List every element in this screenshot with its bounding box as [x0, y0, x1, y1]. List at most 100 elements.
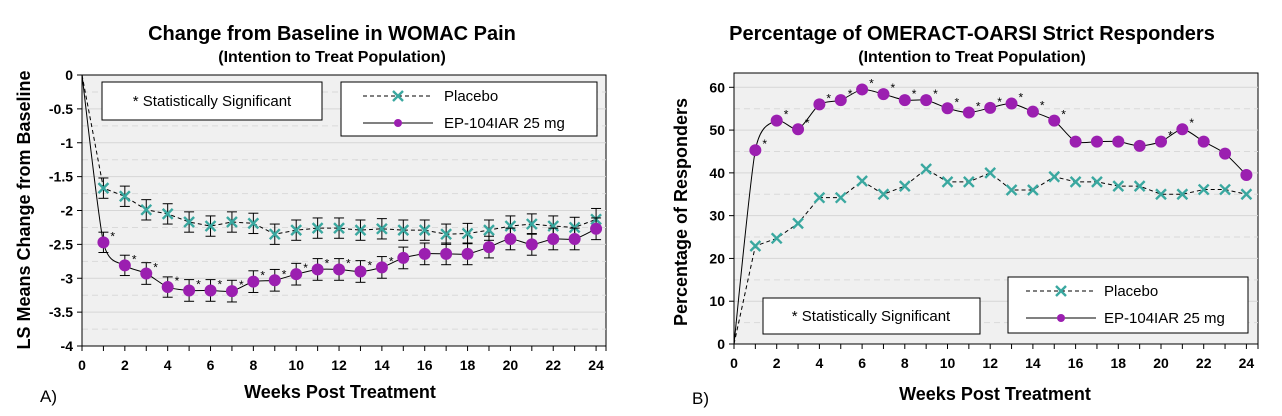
circle-marker-icon — [394, 119, 402, 127]
data-point-treatment — [920, 94, 933, 107]
data-point-placebo — [440, 228, 452, 241]
data-point-treatment — [898, 94, 911, 107]
significance-star: * — [912, 87, 917, 101]
significance-star: * — [933, 87, 938, 101]
data-point-treatment — [1155, 135, 1167, 148]
significance-star: * — [976, 100, 981, 114]
data-point-treatment — [1219, 147, 1232, 160]
x-tick-label: 6 — [207, 357, 215, 373]
data-point-placebo — [1197, 183, 1210, 196]
data-point-treatment — [118, 259, 131, 272]
series-treatment: * * * * * * * * * * * * * * — [81, 74, 603, 303]
x-tick-label: 4 — [816, 355, 824, 371]
data-point-treatment — [97, 236, 110, 249]
x-axis: 0 2 4 6 8 10 12 14 16 18 20 22 24 — [78, 345, 607, 373]
x-tick-label: 10 — [288, 357, 304, 373]
y-tick-label: 20 — [709, 250, 725, 266]
significance-star: * — [1168, 129, 1173, 143]
data-point-placebo — [204, 220, 217, 232]
data-point-placebo — [770, 232, 783, 245]
data-point-placebo — [1005, 184, 1018, 196]
x-axis-label: Weeks Post Treatment — [244, 382, 436, 402]
data-point-treatment — [941, 102, 954, 115]
data-point-treatment — [204, 284, 217, 297]
data-point-placebo — [834, 191, 847, 204]
data-point-placebo — [183, 216, 195, 228]
data-point-treatment — [440, 247, 453, 260]
panel-label: A) — [40, 387, 57, 406]
data-point-placebo — [568, 221, 581, 234]
y-tick-label: 10 — [709, 293, 725, 309]
significance-star: * — [762, 137, 767, 151]
significance-star: * — [346, 256, 351, 270]
series-placebo — [733, 163, 1253, 345]
x-tick-label: 22 — [545, 357, 561, 373]
significance-star: * — [282, 267, 287, 281]
data-point-placebo — [140, 203, 153, 216]
y-tick-label: -2 — [61, 203, 74, 219]
data-point-treatment — [792, 123, 805, 136]
significance-star: * — [196, 277, 201, 291]
data-point-treatment — [1197, 135, 1210, 148]
data-point-treatment — [504, 232, 517, 245]
series-placebo — [81, 74, 602, 245]
x-tick-label: 2 — [121, 357, 129, 373]
x-tick-label: 24 — [588, 357, 604, 373]
data-point-treatment — [461, 247, 474, 260]
data-point-treatment — [962, 106, 975, 119]
data-point-treatment — [397, 251, 410, 264]
data-point-treatment — [770, 114, 783, 127]
y-tick-label: 0 — [717, 336, 725, 352]
chart-subtitle: (Intention to Treat Population) — [858, 49, 1086, 66]
data-point-treatment — [333, 263, 346, 276]
x-tick-label: 2 — [773, 355, 781, 371]
y-tick-label: -4 — [61, 338, 74, 354]
x-tick-label: 8 — [249, 357, 257, 373]
significance-star: * — [260, 269, 265, 283]
significance-star: * — [1040, 99, 1045, 113]
x-tick-label: 6 — [858, 355, 866, 371]
significance-star: * — [325, 256, 330, 270]
significance-star: * — [367, 258, 372, 272]
data-point-placebo — [920, 163, 932, 175]
data-point-treatment — [1133, 139, 1146, 152]
data-point-treatment — [290, 268, 303, 281]
data-point-treatment — [1090, 135, 1103, 148]
data-point-placebo — [1027, 184, 1039, 196]
data-point-placebo — [311, 222, 324, 234]
data-point-treatment — [984, 101, 997, 114]
data-point-placebo — [226, 216, 238, 228]
data-point-placebo — [941, 176, 954, 188]
data-point-placebo — [792, 217, 804, 230]
data-point-placebo — [247, 217, 260, 230]
y-axis-label: Percentage of Responders — [671, 98, 691, 326]
significance-star: * — [997, 95, 1002, 109]
data-point-treatment — [1069, 135, 1082, 148]
significance-star: * — [153, 261, 158, 275]
x-tick-label: 18 — [460, 357, 476, 373]
y-tick-label: 50 — [709, 122, 725, 138]
data-point-placebo — [1240, 188, 1253, 201]
series-layer: * * * * * * * * * * * * * * * * * — [733, 76, 1253, 345]
data-point-placebo — [1133, 180, 1146, 192]
y-tick-label: -1 — [61, 135, 74, 151]
y-tick-label: -2.5 — [49, 236, 73, 252]
x-tick-label: 4 — [164, 357, 172, 373]
data-point-placebo — [1048, 170, 1061, 183]
data-point-placebo — [1112, 180, 1125, 192]
x-tick-label: 14 — [1025, 355, 1041, 371]
significance-star: * — [784, 108, 789, 122]
data-point-placebo — [984, 167, 997, 179]
x-tick-label: 20 — [1153, 355, 1169, 371]
x-tick-label: 16 — [1068, 355, 1084, 371]
y-tick-label: 0 — [65, 67, 73, 83]
significance-star: * — [1019, 91, 1024, 105]
legend-label-treatment: EP-104IAR 25 mg — [1104, 310, 1225, 327]
data-point-treatment — [877, 88, 890, 101]
panel-label: B) — [692, 389, 709, 408]
y-tick-label: -3 — [61, 270, 74, 286]
data-point-treatment — [1240, 169, 1253, 182]
data-point-treatment — [418, 247, 431, 260]
data-point-treatment — [1048, 114, 1061, 127]
